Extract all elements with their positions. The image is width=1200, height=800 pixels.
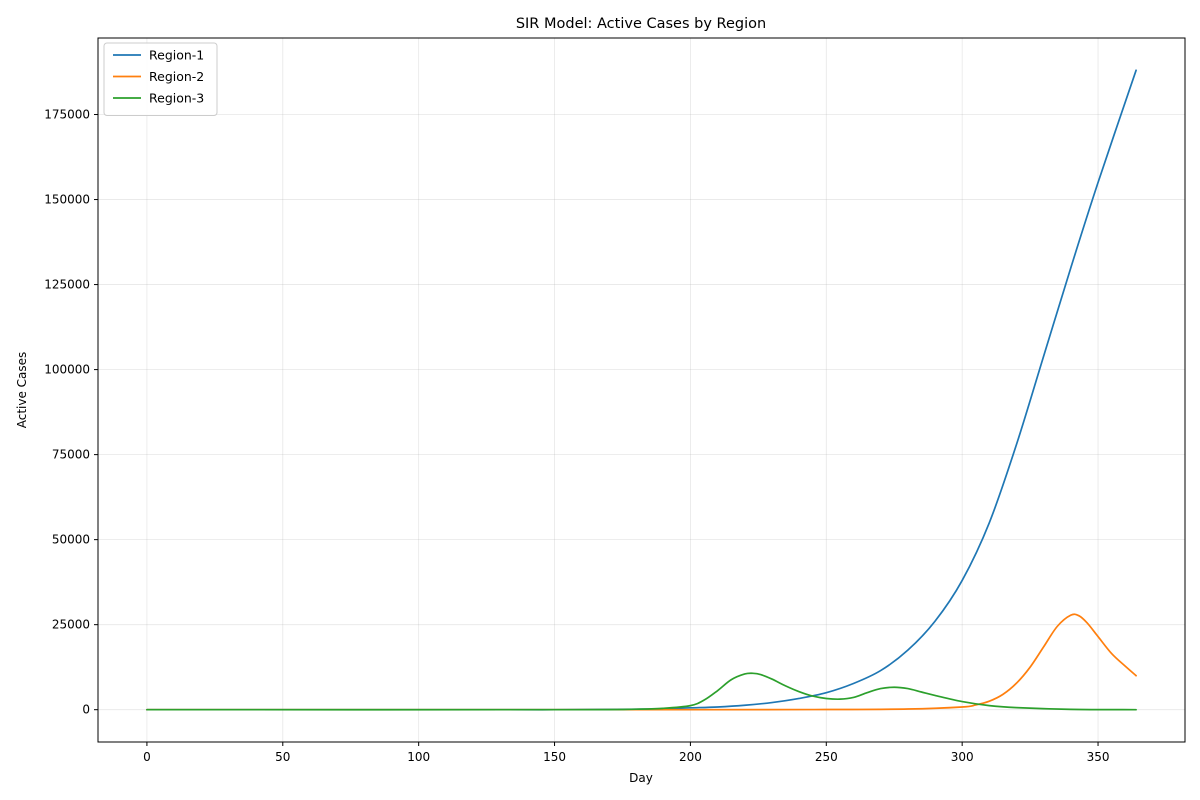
legend-label: Region-1 xyxy=(149,48,204,63)
x-tick-label: 200 xyxy=(679,750,702,764)
x-tick-label: 0 xyxy=(143,750,151,764)
x-axis-ticks: 0 50 100 150 200 250 300 350 xyxy=(143,742,1109,764)
y-tick-label: 100000 xyxy=(44,363,90,377)
x-axis-label: Day xyxy=(629,771,653,785)
y-tick-label: 75000 xyxy=(52,448,90,462)
x-tick-label: 50 xyxy=(275,750,290,764)
legend-label: Region-3 xyxy=(149,91,204,106)
x-tick-label: 150 xyxy=(543,750,566,764)
y-tick-label: 125000 xyxy=(44,278,90,292)
x-tick-label: 350 xyxy=(1087,750,1110,764)
x-tick-label: 300 xyxy=(951,750,974,764)
y-tick-label: 25000 xyxy=(52,618,90,632)
legend: Region-1 Region-2 Region-3 xyxy=(103,42,218,116)
y-axis-label: Active Cases xyxy=(15,352,29,429)
y-tick-label: 0 xyxy=(82,703,90,717)
y-axis-ticks: 0 25000 50000 75000 100000 125000 150000 175000 xyxy=(44,108,98,717)
x-tick-label: 100 xyxy=(407,750,430,764)
series-line-2 xyxy=(146,613,1137,711)
y-tick-label: 150000 xyxy=(44,193,90,207)
legend-label: Region-2 xyxy=(149,69,204,84)
y-tick-label: 50000 xyxy=(52,533,90,547)
y-tick-label: 175000 xyxy=(44,108,90,122)
series-lines xyxy=(146,69,1137,711)
series-line-3 xyxy=(146,672,1137,711)
x-tick-label: 250 xyxy=(815,750,838,764)
plot-frame xyxy=(97,37,1186,743)
chart-title: SIR Model: Active Cases by Region xyxy=(516,16,766,32)
